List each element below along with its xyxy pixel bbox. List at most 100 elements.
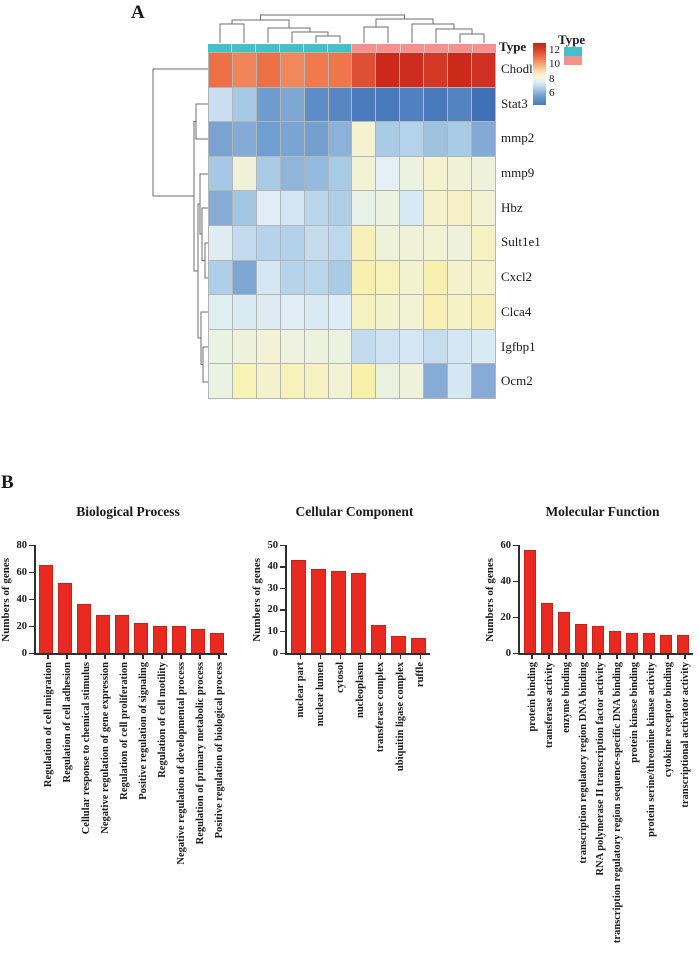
y-tick-mark	[29, 652, 34, 654]
annotation-cell	[424, 44, 449, 52]
heatmap-cell	[448, 295, 472, 329]
heatmap-cell	[400, 225, 424, 260]
heatmap-cell	[304, 329, 328, 364]
heatmap-row-labels: Chodl Stat3 mmp2 mmp9 Hbz Sult1e1 Cxcl2 Clca4 Ig…	[501, 52, 571, 399]
x-tick-mark	[218, 655, 220, 659]
heatmap-cell	[232, 364, 256, 398]
type-legend-swatch-teal	[564, 47, 582, 56]
x-label-slot: transcription regulatory region sequence…	[611, 655, 623, 943]
heatmap-cell	[448, 329, 472, 364]
heatmap-cell	[256, 295, 280, 329]
x-label-slot: transferase complex	[373, 655, 388, 771]
bar	[660, 635, 672, 653]
y-tick-label: 50	[267, 539, 279, 551]
x-category-label: nuclear lumen	[315, 662, 326, 727]
x-label-slot: Positive regulation of signaling	[136, 655, 150, 865]
x-category-label: RNA polymerase II transcription factor a…	[594, 662, 606, 876]
y-tick-mark	[513, 616, 518, 618]
heatmap-cell	[472, 191, 495, 225]
x-tick-mark	[47, 655, 49, 659]
heatmap-cell	[328, 260, 352, 295]
bar	[291, 560, 306, 653]
plot-area	[34, 545, 227, 655]
annotation-cell	[256, 44, 281, 52]
bar	[115, 615, 129, 653]
bar	[134, 623, 148, 653]
x-label-slot: enzyme binding	[560, 655, 572, 943]
y-tick-label: 60	[16, 566, 28, 578]
heatmap-cell	[424, 260, 448, 295]
x-tick-mark	[66, 655, 68, 659]
heatmap-cell	[376, 191, 400, 225]
heatmap-cell	[328, 191, 352, 225]
heatmap-cell	[472, 122, 495, 156]
heatmap-cell	[448, 364, 472, 398]
heatmap-cell	[400, 87, 424, 122]
bar	[558, 611, 570, 653]
heatmap-cell	[424, 156, 448, 191]
y-tick-mark	[280, 609, 285, 611]
heatmap-cell	[209, 156, 232, 191]
heatmap-cell	[424, 87, 448, 122]
x-label-slot: Positive regulation of biological proces…	[212, 655, 226, 865]
heatmap-cell	[209, 260, 232, 295]
bar	[58, 582, 72, 653]
heatmap-cell	[472, 295, 495, 329]
heatmap-cell	[328, 53, 352, 87]
bar	[541, 602, 553, 653]
heatmap-cell	[280, 122, 304, 156]
heatmap-cell	[352, 364, 376, 398]
heatmap-cell	[256, 260, 280, 295]
y-axis: 0 20 40 60	[496, 540, 518, 659]
bar	[77, 604, 91, 653]
bar	[626, 633, 638, 653]
x-category-label: transcriptional activator activity	[679, 662, 691, 808]
heatmap-cell	[304, 260, 328, 295]
heatmap-cell	[232, 260, 256, 295]
x-label-slot: ubiquitin ligase complex	[393, 655, 408, 771]
heatmap-cell	[376, 53, 400, 87]
x-label-slot: Regulation of cell adhesion	[60, 655, 74, 865]
x-label-slot: Cellular response to chemical stimulus	[79, 655, 93, 865]
x-tick-mark	[161, 655, 163, 659]
x-category-label: transcription regulatory region DNA bind…	[577, 662, 589, 864]
heatmap-cell	[352, 156, 376, 191]
y-axis: 0 10 20 30 40 50	[263, 540, 285, 659]
heatmap-cell	[352, 122, 376, 156]
heatmap-cell	[448, 191, 472, 225]
x-tick-mark	[142, 655, 144, 659]
heatmap-cell	[352, 191, 376, 225]
x-tick-mark	[419, 655, 422, 659]
heatmap-cell	[304, 191, 328, 225]
annotation-cell	[376, 44, 401, 52]
x-tick-mark	[582, 655, 584, 659]
heatmap-cell	[400, 295, 424, 329]
x-label-slot: cytosol	[333, 655, 348, 771]
x-tick-mark	[379, 655, 382, 659]
heatmap-cell	[376, 225, 400, 260]
heatmap-cell	[376, 87, 400, 122]
y-tick-label: 80	[16, 539, 28, 551]
heatmap-cell	[424, 225, 448, 260]
x-label-slot: Negative regulation of gene expression	[98, 655, 112, 865]
x-label-slot: protein kinase binding	[628, 655, 640, 943]
y-tick-mark	[280, 652, 285, 654]
gene-label: Sult1e1	[501, 234, 541, 250]
heatmap-cell	[448, 122, 472, 156]
heatmap-cell	[352, 87, 376, 122]
bar	[153, 626, 167, 653]
y-tick-mark	[280, 630, 285, 633]
annotation-cell	[232, 44, 257, 52]
heatmap-cell	[424, 295, 448, 329]
heatmap-cell	[352, 295, 376, 329]
y-tick-label: 40	[500, 575, 512, 587]
bar	[210, 632, 224, 653]
x-axis-labels: nuclear part nuclear lumen cytosol nucleopl…	[287, 655, 430, 771]
x-label-slot: ruffle	[413, 655, 428, 771]
annotation-cell	[352, 44, 377, 52]
x-tick-mark	[531, 655, 533, 659]
annotation-cell	[448, 44, 473, 52]
heatmap-cell	[280, 156, 304, 191]
x-tick-mark	[104, 655, 106, 659]
y-axis-label: Numbers of genes	[0, 558, 12, 642]
